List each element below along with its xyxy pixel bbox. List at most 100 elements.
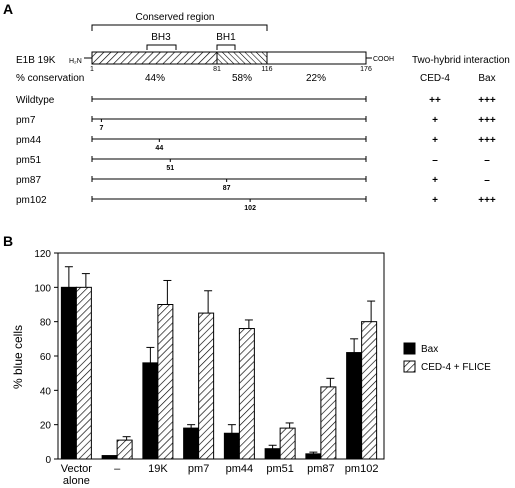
x-tick-label-line: pm51 (266, 463, 294, 475)
bar-ced4-flice (361, 321, 378, 460)
coord-116: 116 (261, 66, 272, 73)
bar-bax (60, 286, 77, 460)
legend-label-bax: Bax (421, 344, 438, 355)
conservation-region-3: 22% (306, 73, 326, 84)
coord-1: 1 (90, 66, 94, 73)
x-tick-label-line: pm7 (188, 463, 209, 475)
y-axis: 0 20 40 60 80 100 120 (34, 249, 58, 466)
x-tick-label-line: 19K (148, 463, 168, 475)
mutant-name: Wildtype (16, 95, 55, 106)
bar-ced4-flice (116, 439, 133, 460)
bar-bax (223, 432, 240, 460)
mutant-name: pm51 (16, 155, 41, 166)
bar-bax (101, 455, 118, 460)
x-tick-label: Vector alone (61, 463, 93, 487)
x-tick-label-line: pm87 (307, 463, 335, 475)
mutant-name: pm87 (16, 175, 41, 186)
bar-bax (264, 448, 281, 460)
bar-ced4-flice (238, 328, 255, 460)
legend-label-ced4-flice: CED-4 + FLICE (421, 362, 491, 373)
conservation-region-1: 44% (145, 73, 165, 84)
bar-bax (142, 362, 159, 460)
x-tick-label-line: – (114, 463, 121, 475)
mutant-row-pm87: pm87 87 + – (16, 175, 490, 192)
coord-176: 176 (360, 66, 372, 73)
bh1-bracket (216, 44, 236, 50)
ced4-interaction: ++ (429, 95, 441, 106)
bax-interaction: +++ (478, 95, 496, 106)
region-81-116 (216, 51, 268, 65)
y-tick-label: 100 (34, 283, 51, 294)
y-tick-label: 120 (34, 249, 51, 260)
mutation-position: 7 (99, 125, 103, 132)
x-tick-label: pm44 (226, 463, 254, 475)
bar-ced4-flice (279, 427, 296, 460)
mutant-name: pm7 (16, 115, 36, 126)
coord-81: 81 (213, 66, 221, 73)
conservation-label: % conservation (16, 73, 84, 84)
bar-ced4-flice (198, 312, 215, 460)
bax-interaction: +++ (478, 195, 496, 206)
ced4-interaction: – (432, 155, 438, 166)
col-bax: Bax (478, 73, 495, 84)
n-terminus: H₂N (69, 58, 82, 65)
mutation-position: 44 (155, 145, 163, 152)
y-tick-label: 20 (40, 421, 52, 432)
panel-b: B % blue cells 0 20 40 60 80 100 120 Vector alo… (3, 233, 491, 487)
x-tick-label: pm102 (345, 463, 379, 475)
bh3-bracket (146, 44, 177, 50)
bax-interaction: +++ (478, 135, 496, 146)
x-axis: Vector alone – 19K pm7 pm44 pm51 pm87 pm102 (61, 463, 379, 487)
y-tick-label: 80 (40, 318, 52, 329)
panel-b-label: B (3, 233, 13, 249)
ced4-interaction: + (432, 195, 438, 206)
x-tick-label: pm51 (266, 463, 294, 475)
mutant-name: pm102 (16, 195, 47, 206)
y-tick-label: 60 (40, 352, 52, 363)
panel-a-label: A (3, 1, 13, 17)
mutant-row-pm51: pm51 51 – – (16, 155, 490, 172)
interaction-header: Two-hybrid interaction (412, 55, 510, 66)
x-tick-label: – (114, 463, 121, 475)
x-tick-label-line: Vector (61, 463, 93, 475)
protein-label: E1B 19K (16, 55, 56, 66)
bar-bax (183, 427, 200, 460)
ced4-interaction: + (432, 115, 438, 126)
col-ced4: CED-4 (420, 73, 450, 84)
bars (60, 266, 378, 460)
mutant-name: pm44 (16, 135, 41, 146)
y-axis-title: % blue cells (11, 325, 25, 389)
y-tick-label: 40 (40, 386, 52, 397)
bar-ced4-flice (75, 286, 92, 460)
region-116-176 (266, 51, 367, 65)
legend-swatch-ced4-flice (403, 360, 416, 373)
bax-interaction: – (484, 175, 490, 186)
x-tick-label-line: alone (63, 475, 90, 487)
y-tick-label: 0 (45, 455, 51, 466)
region-1-81 (91, 51, 218, 65)
conservation-region-2: 58% (232, 73, 252, 84)
conserved-region-bracket (91, 24, 268, 31)
legend: Bax CED-4 + FLICE (403, 342, 491, 373)
mutant-row-wildtype: Wildtype ++ +++ (16, 95, 496, 106)
bar-ced4-flice (157, 304, 174, 460)
bar-bax (346, 352, 363, 460)
bh3-label: BH3 (151, 32, 171, 43)
x-tick-label-line: pm44 (226, 463, 254, 475)
x-tick-label: pm87 (307, 463, 335, 475)
mutation-position: 102 (244, 205, 256, 212)
legend-swatch-bax (403, 342, 416, 355)
bax-interaction: +++ (478, 115, 496, 126)
panel-a: A Conserved region BH3 BH1 E1B 19K H₂N C… (3, 1, 510, 212)
conserved-region-label: Conserved region (136, 12, 215, 23)
x-tick-label-line: pm102 (345, 463, 379, 475)
bar-ced4-flice (320, 386, 337, 460)
mutation-position: 87 (223, 185, 231, 192)
mutation-position: 51 (166, 165, 174, 172)
ced4-interaction: + (432, 175, 438, 186)
x-tick-label: pm7 (188, 463, 209, 475)
